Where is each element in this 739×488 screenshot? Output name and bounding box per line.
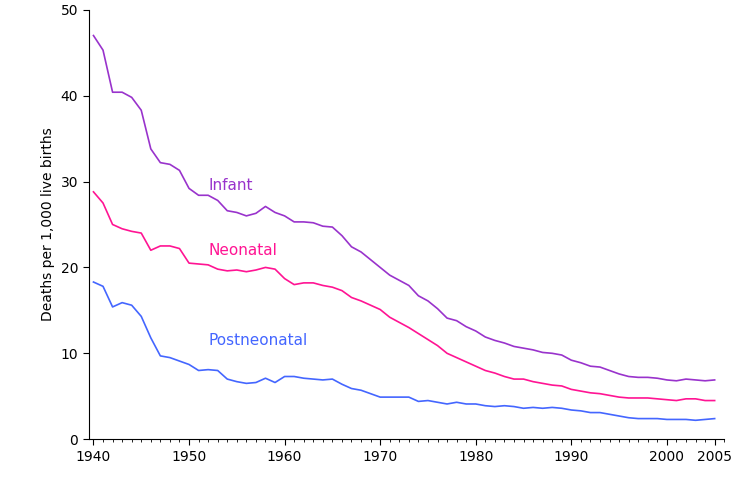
- Text: Neonatal: Neonatal: [208, 243, 277, 258]
- Y-axis label: Deaths per 1,000 live births: Deaths per 1,000 live births: [41, 127, 55, 322]
- Text: Infant: Infant: [208, 178, 253, 193]
- Text: Postneonatal: Postneonatal: [208, 333, 307, 348]
